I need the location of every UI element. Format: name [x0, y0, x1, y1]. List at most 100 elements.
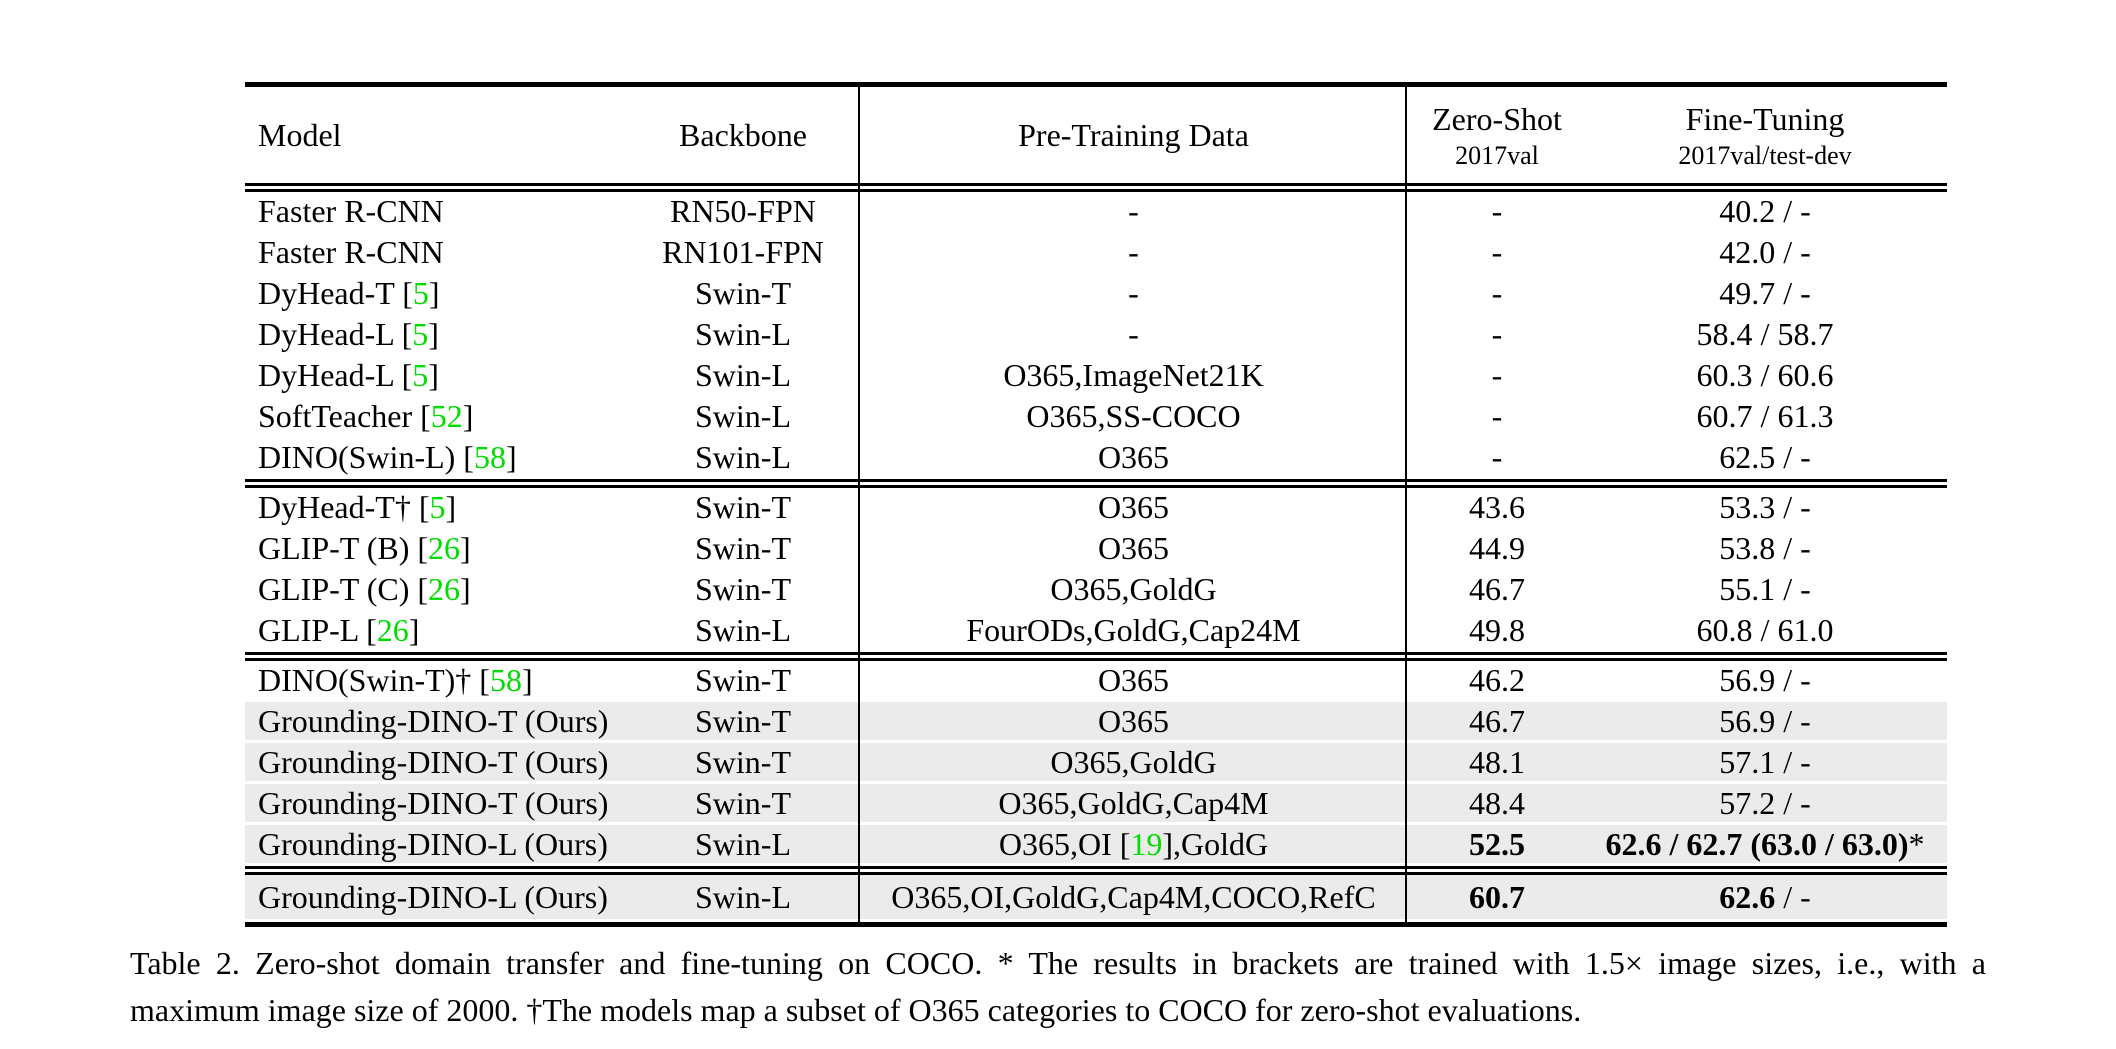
cell-text: GLIP-T (B) [	[258, 529, 429, 566]
cell-text: Swin-L	[695, 825, 791, 862]
zeroshot-cell: 46.2	[1411, 662, 1583, 699]
cell-text: Swin-T	[695, 570, 791, 607]
cell-text: ]	[408, 611, 420, 648]
cell-text: O365,GoldG	[1050, 570, 1217, 607]
cell-text: Faster R-CNN	[258, 192, 444, 229]
model-cell: DyHead-L [5]	[245, 316, 630, 353]
table-section-zero-shot-baselines: DyHead-T† [5] Swin-T O365 43.6 53.3 / - GLIP-…	[245, 488, 1947, 652]
cell-text: DINO(Swin-T)† [	[258, 661, 490, 698]
section-separator-rule	[245, 866, 1947, 875]
pretrain-cell: FourODs,GoldG,Cap24M	[856, 612, 1411, 649]
cell-text: -	[1491, 274, 1503, 311]
section-separator-rule	[245, 479, 1947, 488]
cell-text: ]	[428, 274, 440, 311]
backbone-cell: Swin-T	[630, 275, 856, 312]
table-row: DyHead-L [5] Swin-L - - 58.4 / 58.7	[245, 315, 1947, 356]
cell-text: 40.2 / -	[1719, 192, 1811, 229]
finetune-cell: 60.7 / 61.3	[1583, 398, 1947, 435]
table-row: DyHead-T† [5] Swin-T O365 43.6 53.3 / -	[245, 488, 1947, 529]
finetune-cell: 53.3 / -	[1583, 489, 1947, 526]
zeroshot-cell: 48.4	[1411, 785, 1583, 822]
cell-text: O365,ImageNet21K	[1003, 356, 1264, 393]
cell-text: Swin-T	[695, 661, 791, 698]
cell-text: Swin-L	[695, 611, 791, 648]
cell-text: 44.9	[1469, 529, 1525, 566]
zeroshot-cell: 60.7	[1411, 879, 1583, 916]
citation-number: 26	[428, 570, 461, 607]
pretrain-cell: O365,OI,GoldG,Cap4M,COCO,RefC	[856, 879, 1411, 916]
cell-text: -	[1128, 233, 1139, 270]
table-row: DINO(Swin-T)† [58] Swin-T O365 46.2 56.9 / -	[245, 661, 1947, 702]
cell-text: 60.8 / 61.0	[1696, 611, 1834, 648]
table-row: Grounding-DINO-T (Ours) Swin-T O365,GoldG 4…	[245, 743, 1947, 784]
table-row: DyHead-L [5] Swin-L O365,ImageNet21K - 60.3 …	[245, 356, 1947, 397]
cell-text: Faster R-CNN	[258, 233, 444, 270]
cell-text: -	[1128, 274, 1139, 311]
backbone-cell: Swin-L	[630, 398, 856, 435]
cell-text: ]	[462, 397, 474, 434]
cell-text: DyHead-L [	[258, 315, 413, 352]
cell-text: 46.7	[1469, 570, 1525, 607]
results-table: Model Backbone Pre-Training Data Zero-Sh…	[245, 82, 1947, 927]
pretrain-cell: O365	[856, 530, 1411, 567]
cell-text: -	[1491, 315, 1503, 352]
zeroshot-cell: 49.8	[1411, 612, 1583, 649]
cell-text: / -	[1775, 878, 1811, 915]
zeroshot-cell: -	[1411, 193, 1583, 230]
cell-text: Swin-T	[695, 529, 791, 566]
model-cell: Grounding-DINO-T (Ours)	[245, 744, 630, 781]
cell-text: O365	[1097, 438, 1170, 475]
cell-text: FourODs,GoldG,Cap24M	[966, 611, 1301, 648]
backbone-cell: Swin-T	[630, 744, 856, 781]
col-header-backbone: Backbone	[630, 117, 856, 154]
cell-text: Grounding-DINO-L (Ours)	[258, 878, 608, 915]
cell-text: O365	[1097, 661, 1170, 698]
cell-text: ]	[460, 529, 471, 566]
cell-text: O365,OI [	[998, 825, 1131, 862]
model-cell: Grounding-DINO-L (Ours)	[245, 879, 630, 916]
backbone-cell: Swin-L	[630, 612, 856, 649]
finetune-cell: 58.4 / 58.7	[1583, 316, 1947, 353]
cell-text: 49.7 / -	[1719, 274, 1811, 311]
table-row: SoftTeacher [52] Swin-L O365,SS-COCO - 60.7 …	[245, 397, 1947, 438]
zeroshot-cell: 46.7	[1411, 703, 1583, 740]
pretrain-cell: O365	[856, 489, 1411, 526]
cell-text: 43.6	[1469, 488, 1525, 525]
backbone-cell: Swin-T	[630, 703, 856, 740]
backbone-cell: Swin-L	[630, 357, 856, 394]
cell-text: GLIP-T (C) [	[258, 570, 429, 607]
pretrain-cell: O365,GoldG	[856, 571, 1411, 608]
cell-text: ]	[505, 438, 517, 475]
table-row: GLIP-T (B) [26] Swin-T O365 44.9 53.8 / -	[245, 529, 1947, 570]
cell-text-bold: 62.6 / 62.7 (63.0 / 63.0)	[1605, 825, 1909, 862]
cell-text: O365	[1097, 488, 1170, 525]
cell-text-bold: 62.6	[1719, 878, 1776, 915]
citation-number: 5	[412, 356, 429, 393]
cell-text: Swin-T	[695, 488, 791, 525]
table-row: GLIP-L [26] Swin-L FourODs,GoldG,Cap24M 49.…	[245, 611, 1947, 652]
pretrain-cell: O365	[856, 662, 1411, 699]
zeroshot-cell: -	[1411, 316, 1583, 353]
zeroshot-cell: 48.1	[1411, 744, 1583, 781]
cell-text: O365,OI,GoldG,Cap4M,COCO,RefC	[891, 878, 1376, 915]
cell-text: ]	[445, 488, 457, 525]
model-cell: DINO(Swin-L) [58]	[245, 439, 630, 476]
zeroshot-cell: 44.9	[1411, 530, 1583, 567]
citation-number: 19	[1130, 825, 1163, 862]
model-cell: Faster R-CNN	[245, 234, 630, 271]
cell-text: Grounding-DINO-T (Ours)	[258, 702, 609, 739]
cell-text: 62.5 / -	[1719, 438, 1811, 475]
pretrain-cell: O365	[856, 439, 1411, 476]
pretrain-cell: O365,GoldG,Cap4M	[856, 785, 1411, 822]
cell-text: 60.3 / 60.6	[1696, 356, 1834, 393]
cell-text: 57.1 / -	[1719, 743, 1811, 780]
cell-text: DyHead-L [	[258, 356, 413, 393]
model-cell: GLIP-T (B) [26]	[245, 530, 630, 567]
cell-text: RN50-FPN	[670, 192, 816, 229]
cell-text: 46.2	[1469, 661, 1525, 698]
cell-text: RN101-FPN	[662, 233, 824, 270]
pretrain-cell: O365,ImageNet21K	[856, 357, 1411, 394]
pretrain-cell: O365	[856, 703, 1411, 740]
cell-text: Swin-L	[695, 878, 791, 915]
